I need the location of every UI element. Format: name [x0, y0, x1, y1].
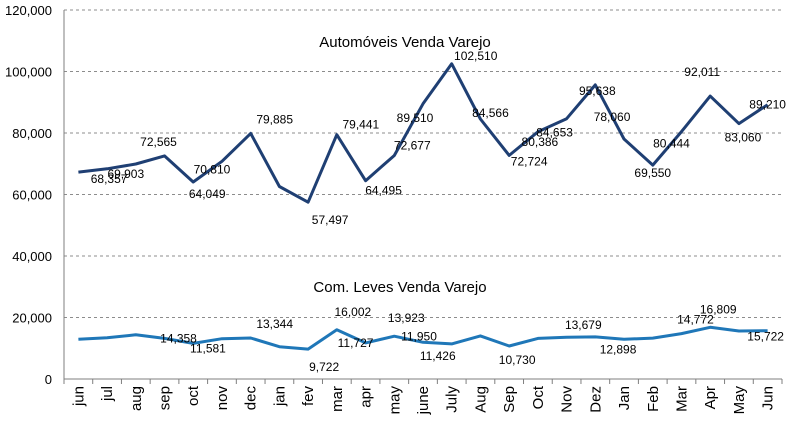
- x-tick-label: aug: [128, 386, 145, 411]
- x-tick-label: dec: [243, 386, 260, 411]
- data-label: 13,679: [565, 318, 602, 332]
- x-tick-label: oct: [185, 385, 202, 406]
- x-tick-label: jul: [99, 386, 116, 402]
- x-tick-label: May: [731, 386, 748, 415]
- data-label: 84,653: [536, 126, 573, 140]
- data-label: 72,677: [394, 139, 431, 153]
- x-tick-label: apr: [358, 386, 375, 408]
- x-tick-label: Nov: [559, 386, 576, 413]
- data-label: 92,011: [684, 65, 720, 79]
- data-label: 68,357: [91, 172, 128, 186]
- data-label: 79,885: [256, 112, 293, 126]
- series-line-automoveis: [78, 62, 769, 204]
- x-tick-label: July: [444, 386, 461, 413]
- x-tick-label: Sep: [501, 386, 518, 413]
- data-label: 69,903: [107, 167, 144, 181]
- series-lines: [78, 62, 769, 351]
- data-label: 84,566: [472, 106, 509, 120]
- x-tick-label: jun: [70, 386, 87, 407]
- data-label: 9,722: [309, 360, 339, 374]
- data-label: 80,386: [522, 135, 559, 149]
- x-tick-label: Mar: [673, 386, 690, 412]
- data-label: 12,898: [600, 342, 637, 356]
- x-tick-label: Jan: [616, 386, 633, 410]
- data-label: 11,426: [420, 349, 456, 363]
- data-label: 16,002: [334, 305, 371, 319]
- y-tick-label: 40,000: [12, 249, 52, 264]
- data-label: 89,210: [749, 98, 786, 112]
- data-label: 64,495: [365, 184, 402, 198]
- data-label: 15,722: [747, 330, 784, 344]
- data-label: 69,550: [634, 166, 671, 180]
- data-label: 57,497: [312, 213, 349, 227]
- x-tick-label: mar: [329, 386, 346, 412]
- x-tick-label: Dez: [587, 386, 604, 413]
- series-title-automoveis: Automóveis Venda Varejo: [319, 34, 491, 51]
- data-label: 64,049: [189, 187, 226, 201]
- data-label: 72,724: [511, 154, 548, 168]
- data-label: 10,730: [499, 353, 536, 367]
- data-label: 70,810: [194, 162, 231, 176]
- y-tick-labels: 0 20,000 40,000 60,000 80,000 100,000 120,000: [5, 3, 52, 387]
- x-tick-label: nov: [214, 386, 231, 411]
- y-tick-label: 80,000: [12, 126, 52, 141]
- y-tick-label: 20,000: [12, 311, 52, 326]
- data-label: 78,060: [594, 110, 631, 124]
- x-tick-label: Apr: [702, 386, 719, 409]
- y-tick-label: 60,000: [12, 188, 52, 203]
- axes: [63, 10, 783, 384]
- x-tick-label: june: [415, 386, 432, 415]
- data-label: 13,923: [388, 311, 425, 325]
- data-label: 13,344: [256, 317, 293, 331]
- data-label: 14,358: [160, 331, 197, 345]
- y-tick-label: 120,000: [5, 3, 52, 18]
- data-label: 83,060: [725, 131, 762, 145]
- y-tick-label: 100,000: [5, 65, 52, 80]
- data-label: 102,510: [454, 49, 498, 63]
- data-label: 72,565: [140, 135, 177, 149]
- x-tick-label: fev: [300, 386, 317, 407]
- series-title-com-leves: Com. Leves Venda Varejo: [313, 279, 486, 296]
- series-line-com-leves: [78, 325, 768, 351]
- data-label: 79,441: [342, 118, 379, 132]
- data-label: 95,638: [579, 84, 616, 98]
- data-label: 80,444: [653, 137, 690, 151]
- x-tick-label: Feb: [645, 386, 662, 412]
- x-tick-label: sep: [157, 386, 174, 410]
- x-tick-label: may: [386, 386, 403, 415]
- y-tick-label: 0: [45, 372, 52, 387]
- data-label: 11,581: [190, 342, 226, 356]
- data-label: 16,809: [700, 302, 737, 316]
- x-tick-label: Jun: [760, 386, 777, 410]
- data-label: 11,727: [338, 336, 374, 350]
- x-tick-labels: jun jul aug sep oct nov dec jan fev mar apr may june…: [70, 385, 776, 415]
- data-label: 89,510: [397, 111, 434, 125]
- x-tick-label: jan: [271, 386, 288, 407]
- x-tick-label: Aug: [472, 386, 489, 413]
- data-label: 14,772: [677, 313, 714, 327]
- x-tick-label: Oct: [530, 385, 547, 409]
- data-label: 11,950: [401, 329, 437, 343]
